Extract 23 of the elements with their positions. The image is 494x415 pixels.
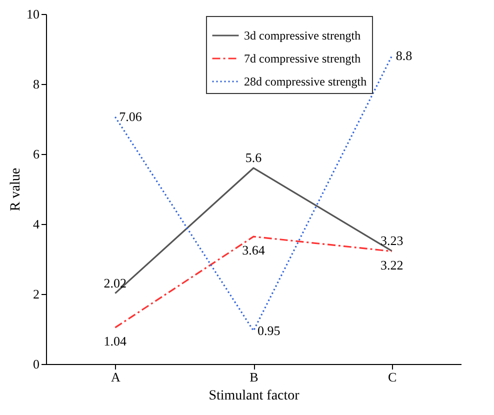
x-tick-label: B — [250, 370, 259, 384]
y-tick-label: 10 — [26, 6, 40, 22]
data-label: 3.64 — [242, 242, 266, 258]
data-label: 7.06 — [119, 108, 142, 124]
data-label: 2.02 — [104, 275, 127, 290]
y-tick-label: 0 — [33, 356, 40, 372]
y-tick-label: 6 — [33, 146, 40, 162]
data-label: 0.95 — [258, 322, 280, 338]
y-axis-title: R value — [8, 168, 24, 212]
x-tick-label: C — [388, 370, 397, 384]
legend-label: 3d compressive strength — [244, 28, 361, 42]
data-label: 3.22 — [380, 257, 404, 272]
x-tick-label: A — [110, 370, 121, 384]
data-label: 3.23 — [380, 232, 404, 248]
y-tick-label: 4 — [33, 216, 40, 232]
legend-label: 28d compressive strength — [244, 74, 367, 88]
data-label: 8.8 — [396, 48, 412, 63]
y-tick-label: 8 — [33, 76, 40, 92]
y-tick-label: 2 — [33, 286, 40, 302]
data-label: 1.04 — [104, 334, 128, 349]
legend-label: 7d compressive strength — [244, 52, 361, 66]
x-axis-title: Stimulant factor — [208, 388, 300, 404]
data-label: 5.6 — [245, 150, 262, 165]
